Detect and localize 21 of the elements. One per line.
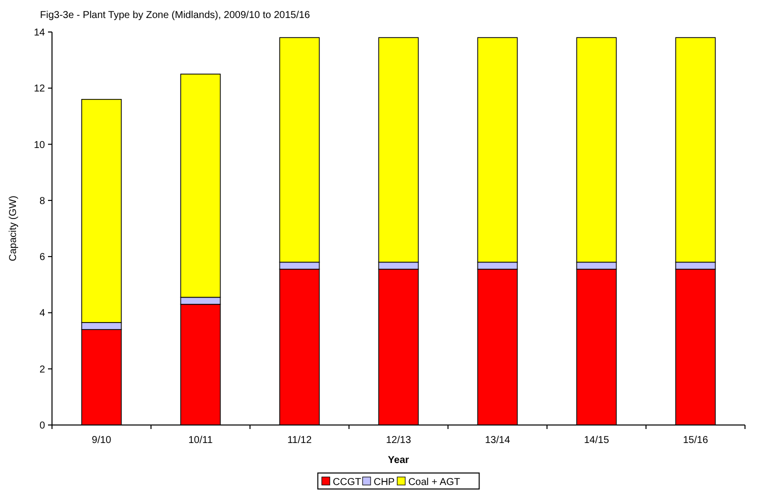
- y-tick-label: 10: [34, 140, 46, 151]
- y-tick-label: 8: [39, 196, 46, 207]
- y-tick-label: 6: [39, 252, 46, 264]
- x-tick-label: 10/11: [188, 435, 214, 446]
- chart-title: Fig3-3e - Plant Type by Zone (Midlands), 2009/10 to 2015/16: [40, 10, 310, 21]
- y-axis-title: Capacity (GW): [8, 196, 19, 262]
- x-tick-label: 9/10: [92, 435, 112, 446]
- y-tick-label: 0: [39, 420, 46, 432]
- legend-label: CCGT: [332, 477, 362, 488]
- x-tick-label: 15/16: [682, 435, 708, 446]
- y-tick-label: 2: [39, 364, 46, 376]
- x-tick-label: 11/12: [287, 435, 312, 446]
- x-tick-label: 13/14: [484, 435, 510, 446]
- y-tick-label: 12: [34, 84, 46, 95]
- x-axis-title: Year: [388, 455, 410, 466]
- y-tick-label: 4: [39, 308, 46, 320]
- legend-label: CHP: [374, 477, 396, 488]
- y-tick-label: 14: [34, 28, 46, 38]
- x-tick-label: 14/15: [584, 435, 610, 446]
- legend-label: Coal + AGT: [408, 477, 460, 488]
- x-tick-label: 12/13: [386, 435, 412, 446]
